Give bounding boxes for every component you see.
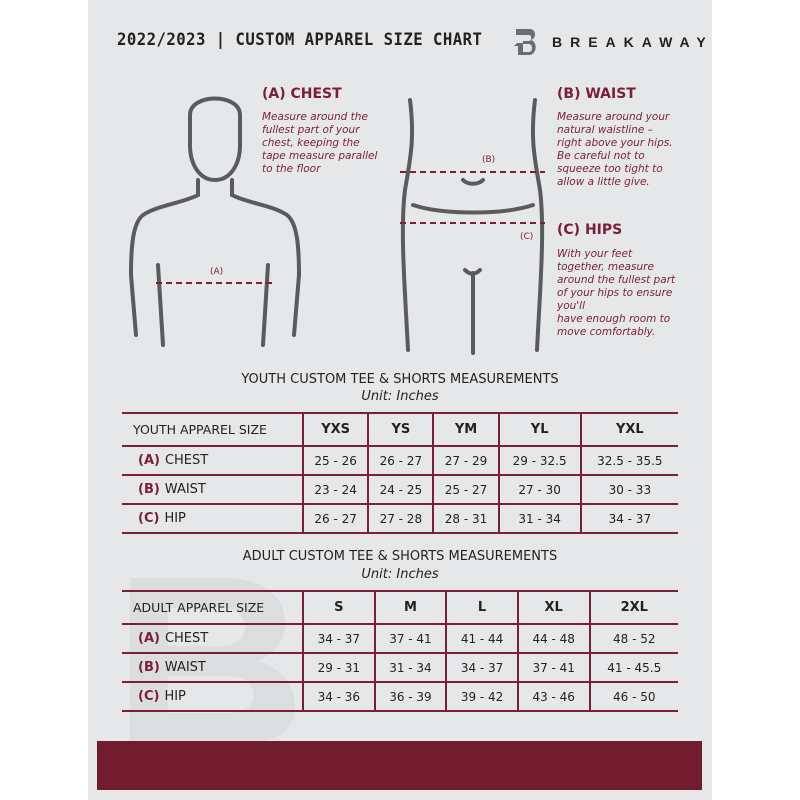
row-label: (B) WAIST xyxy=(122,474,303,505)
footer-band xyxy=(97,741,702,790)
chest-description: Measure around the fullest part of your … xyxy=(262,111,378,175)
row-name: CHEST xyxy=(164,631,209,646)
size-column: YXL xyxy=(579,412,678,447)
size-column: 2XL xyxy=(588,590,678,625)
cell: 41 - 44 xyxy=(445,623,518,654)
adult-unit: Unit: Inches xyxy=(361,567,439,582)
size-column: YS xyxy=(367,412,434,447)
size-column: XL xyxy=(516,590,590,625)
row-label: (B) WAIST xyxy=(122,652,303,683)
table-row: (C) HIP 34 - 36 36 - 39 39 - 42 43 - 46 46 - … xyxy=(122,681,678,712)
table-row: (A) CHEST 34 - 37 37 - 41 41 - 44 44 - 48 48 … xyxy=(122,623,678,654)
row-name: CHEST xyxy=(164,453,209,468)
cell: 34 - 36 xyxy=(302,681,375,712)
cell: 27 - 29 xyxy=(432,445,499,476)
waist-heading: (B) WAIST xyxy=(557,86,636,102)
lower-body-figure xyxy=(400,98,545,355)
cell: 46 - 50 xyxy=(588,681,678,712)
waist-description: Measure around your natural waistline – … xyxy=(557,111,673,188)
cell: 32.5 - 35.5 xyxy=(579,445,678,476)
table-row: (B) WAIST 29 - 31 31 - 34 34 - 37 37 - 41 41 … xyxy=(122,652,678,683)
size-column: M xyxy=(373,590,447,625)
size-column: YM xyxy=(432,412,499,447)
row-name: WAIST xyxy=(164,660,206,675)
cell: 41 - 45.5 xyxy=(588,652,678,683)
row-name: WAIST xyxy=(164,482,206,497)
size-column: S xyxy=(302,590,375,625)
row-letter: (A) xyxy=(138,453,160,468)
cell: 24 - 25 xyxy=(367,474,434,505)
table-row: (A) CHEST 25 - 26 26 - 27 27 - 29 29 - 32.5 3… xyxy=(122,445,678,476)
brand-name: BREAKAWAY xyxy=(552,34,714,50)
row-label: (C) HIP xyxy=(122,503,303,534)
chest-heading: (A) CHEST xyxy=(262,86,342,102)
table-header-row: ADULT APPAREL SIZE S M L XL 2XL xyxy=(122,590,678,625)
cell: 34 - 37 xyxy=(579,503,678,534)
table-row: (B) WAIST 23 - 24 24 - 25 25 - 27 27 - 30 30 … xyxy=(122,474,678,505)
cell: 29 - 31 xyxy=(302,652,375,683)
cell: 25 - 27 xyxy=(432,474,499,505)
cell: 30 - 33 xyxy=(579,474,678,505)
cell: 31 - 34 xyxy=(373,652,447,683)
cell: 34 - 37 xyxy=(445,652,518,683)
chest-marker: (A) xyxy=(210,267,224,277)
cell: 37 - 41 xyxy=(373,623,447,654)
size-column: L xyxy=(445,590,518,625)
row-name: HIP xyxy=(164,511,186,526)
row-label: (A) CHEST xyxy=(122,623,303,654)
youth-unit: Unit: Inches xyxy=(361,389,439,404)
row-name: HIP xyxy=(164,689,186,704)
adult-size-table: ADULT APPAREL SIZE S M L XL 2XL (A) CHEST… xyxy=(122,590,678,712)
cell: 29 - 32.5 xyxy=(497,445,581,476)
cell: 28 - 31 xyxy=(432,503,499,534)
breakaway-b-logo-icon xyxy=(514,29,536,55)
row-letter: (B) xyxy=(138,482,160,497)
waist-marker: (B) xyxy=(482,155,496,165)
cell: 31 - 34 xyxy=(497,503,581,534)
size-header: ADULT APPAREL SIZE xyxy=(122,590,303,625)
row-letter: (C) xyxy=(138,511,160,526)
row-letter: (A) xyxy=(138,631,160,646)
adult-section-title: ADULT CUSTOM TEE & SHORTS MEASUREMENTS xyxy=(242,549,558,564)
size-header: YOUTH APPAREL SIZE xyxy=(122,412,303,447)
cell: 26 - 27 xyxy=(367,445,434,476)
row-label: (A) CHEST xyxy=(122,445,303,476)
hips-heading: (C) HIPS xyxy=(557,222,623,238)
upper-body-figure xyxy=(128,96,302,347)
cell: 43 - 46 xyxy=(516,681,590,712)
size-column: YL xyxy=(497,412,581,447)
youth-size-table: YOUTH APPAREL SIZE YXS YS YM YL YXL (A) C… xyxy=(122,412,678,534)
cell: 25 - 26 xyxy=(301,445,369,476)
cell: 37 - 41 xyxy=(516,652,590,683)
cell: 34 - 37 xyxy=(302,623,375,654)
cell: 44 - 48 xyxy=(516,623,590,654)
cell: 23 - 24 xyxy=(301,474,369,505)
cell: 36 - 39 xyxy=(373,681,447,712)
row-letter: (C) xyxy=(138,689,160,704)
cell: 27 - 28 xyxy=(367,503,434,534)
brand-logo: BREAKAWAY xyxy=(512,26,714,58)
hips-marker: (C) xyxy=(520,232,534,242)
cell: 39 - 42 xyxy=(445,681,518,712)
cell: 48 - 52 xyxy=(588,623,678,654)
page-title: 2022/2023 | CUSTOM APPAREL SIZE CHART xyxy=(117,30,483,50)
hips-description: With your feet together, measure around … xyxy=(557,248,676,338)
size-column: YXS xyxy=(301,412,369,447)
cell: 27 - 30 xyxy=(497,474,581,505)
cell: 26 - 27 xyxy=(301,503,369,534)
table-row: (C) HIP 26 - 27 27 - 28 28 - 31 31 - 34 34 - … xyxy=(122,503,678,534)
row-letter: (B) xyxy=(138,660,160,675)
youth-section-title: YOUTH CUSTOM TEE & SHORTS MEASUREMENTS xyxy=(241,372,559,387)
table-header-row: YOUTH APPAREL SIZE YXS YS YM YL YXL xyxy=(122,412,678,447)
row-label: (C) HIP xyxy=(122,681,303,712)
